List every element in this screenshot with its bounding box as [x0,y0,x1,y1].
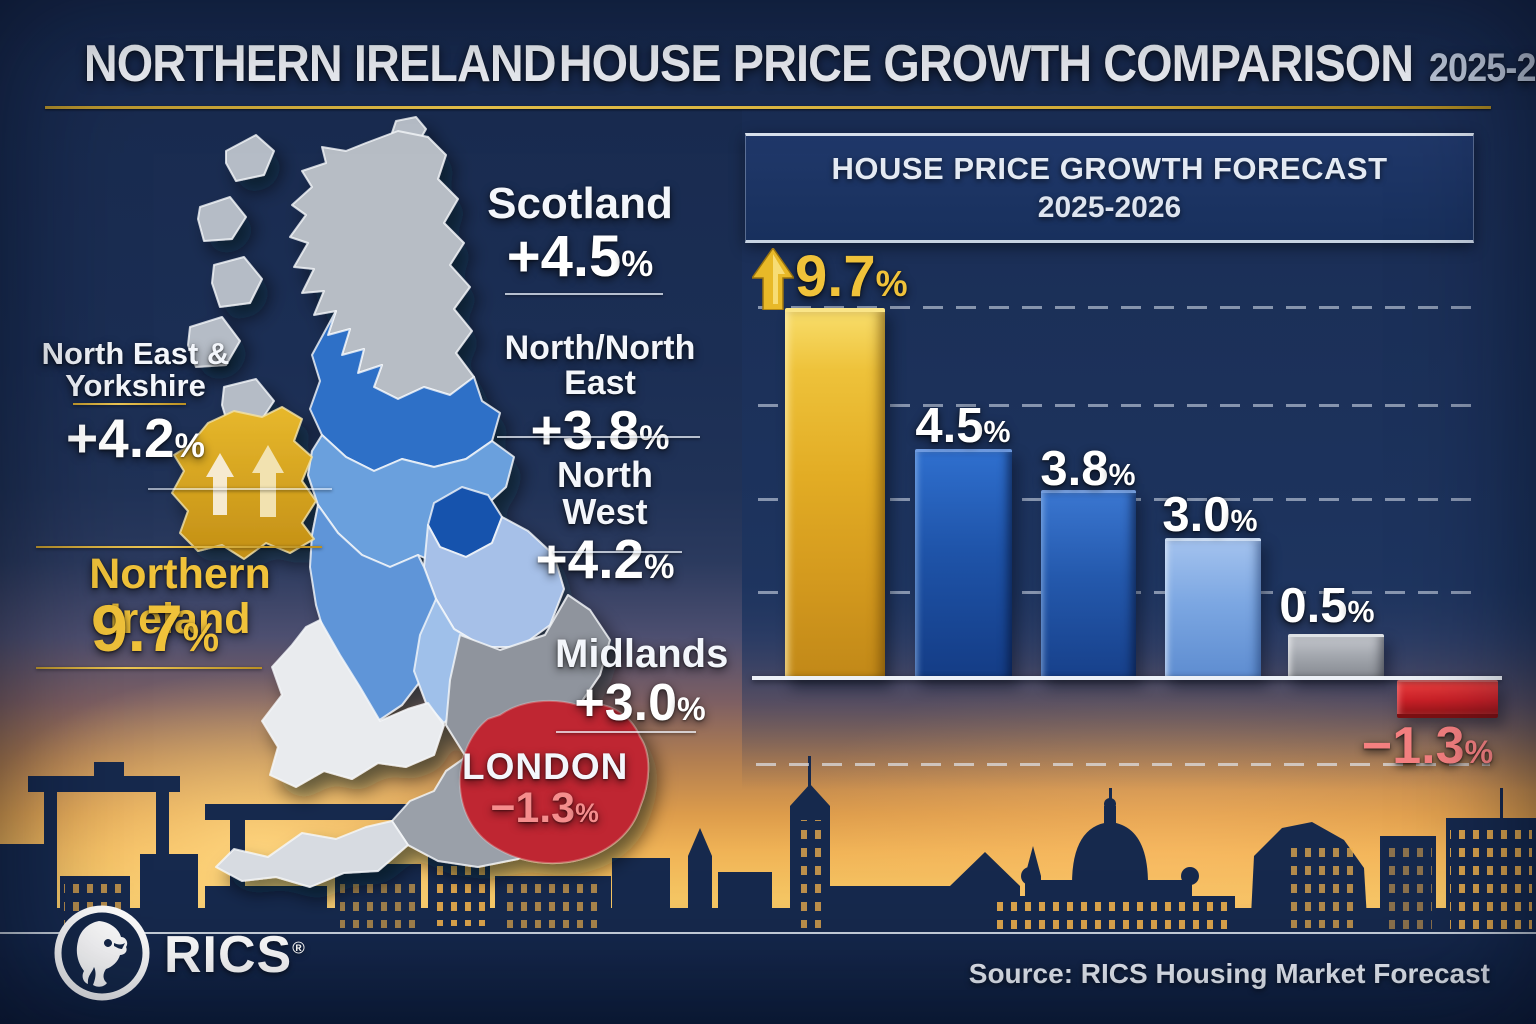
region-name-line2: Yorkshire [65,368,206,404]
north-east-yorkshire-leader-line [148,488,332,490]
map-region-london [458,699,650,865]
map-label-north-west: North West +4.2% [510,456,700,588]
percent-sign: % [644,547,675,586]
rics-lion-icon [54,905,150,1001]
bar-fifth [1288,634,1384,679]
bar-second [915,449,1012,679]
value-text: 3.8 [1040,442,1109,496]
chart-value-northern-ireland: 9.7% [795,243,995,310]
value-text: 9.7 [795,244,876,309]
region-name: LONDON [462,746,629,787]
gridline-below-axis [756,763,1490,766]
percent-sign: % [1230,504,1258,538]
brand-text: RICS [164,926,293,984]
northern-ireland-bottom-rule [36,667,262,669]
value-text: 0.5 [1279,579,1348,633]
chart-value-london: −1.3% [1345,716,1510,776]
region-name: North West [557,454,653,533]
map-region-south-west [215,820,409,888]
registered-mark: ® [292,938,306,958]
region-name-line1: North East & [41,336,230,371]
bar-london-negative [1397,680,1498,718]
percent-sign: % [1464,734,1494,770]
gridline [758,404,1472,407]
bar-fourth [1165,538,1261,679]
map-label-london: LONDON −1.3% [462,746,629,833]
percent-sign: % [1347,595,1375,629]
north-west-underline [553,551,682,553]
chart-title-line2: 2025-2026 [1037,191,1182,224]
bar-northern-ireland [785,308,885,680]
title-subject: HOUSE PRICE GROWTH COMPARISON [558,35,1414,93]
uk-regions-map [171,116,650,888]
northern-ireland-top-rule [36,546,322,548]
map-label-north-east-yorkshire: North East & Yorkshire +4.2% [38,336,233,470]
map-value-northern-ireland: 9.7% [35,594,275,663]
chart-title-box: HOUSE PRICE GROWTH FORECAST 2025-2026 [745,133,1474,243]
north-east-yorkshire-gold-rule [73,403,186,405]
percent-sign: % [174,427,205,466]
value-text: 4.5 [915,399,984,453]
map-label-northern-ireland: Northern Ireland [30,550,330,643]
region-value: +3.0 [574,673,677,732]
percent-sign: % [875,263,908,304]
percent-sign: % [621,242,654,284]
map-label-midlands: Midlands +3.0% [555,632,729,732]
region-name: Midlands [555,632,729,676]
value-text: 3.0 [1162,488,1231,542]
region-value: 9.7 [90,591,183,665]
region-value: +4.2 [66,407,175,470]
title-years: 2025-2026 [1428,46,1536,90]
north-north-east-underline [497,436,700,438]
midlands-underline [556,731,696,733]
map-region-northern-ireland [171,406,317,560]
percent-sign: % [676,690,706,727]
page-title: NORTHERN IRELAND HOUSE PRICE GROWTH COMP… [0,34,1536,94]
bar-third [1041,490,1136,679]
region-value: +3.8 [530,398,640,461]
percent-sign: % [1108,458,1136,492]
source-attribution: Source: RICS Housing Market Forecast [968,958,1490,989]
map-label-north-north-east: North/North East +3.8% [475,329,725,461]
chart-value-fourth: 3.0% [1140,487,1280,543]
chart-title-line1: HOUSE PRICE GROWTH FORECAST [831,151,1388,186]
region-value: +4.5 [506,223,622,289]
percent-sign: % [983,415,1011,449]
region-value: +4.2 [535,527,645,590]
region-name: North/North East [504,329,696,403]
chart-value-third: 3.8% [1018,441,1158,497]
gridline [758,306,1472,309]
region-name: Scotland [487,179,673,228]
chart-baseline-axis [752,676,1502,680]
chart-value-second: 4.5% [893,398,1033,454]
map-region-wales [261,619,445,788]
title-underline [45,106,1491,109]
map-label-scotland: Scotland +4.5% [460,181,700,287]
rics-wordmark: RICS® [164,925,306,985]
bottom-band [0,934,1536,1024]
gold-up-arrow-icon [752,248,794,310]
value-text: −1.3 [1361,717,1465,775]
scotland-underline [505,293,663,295]
map-region-scotland [309,310,501,472]
region-name: Northern Ireland [89,550,271,643]
chart-value-fifth: 0.5% [1257,578,1397,634]
percent-sign: % [182,614,220,660]
title-region: NORTHERN IRELAND [83,35,557,93]
region-value: −1.3 [490,784,576,833]
rics-logo: RICS® [52,903,322,1011]
horizon-line [0,932,1536,934]
up-arrows-icon [206,445,284,517]
percent-sign: % [575,798,599,829]
